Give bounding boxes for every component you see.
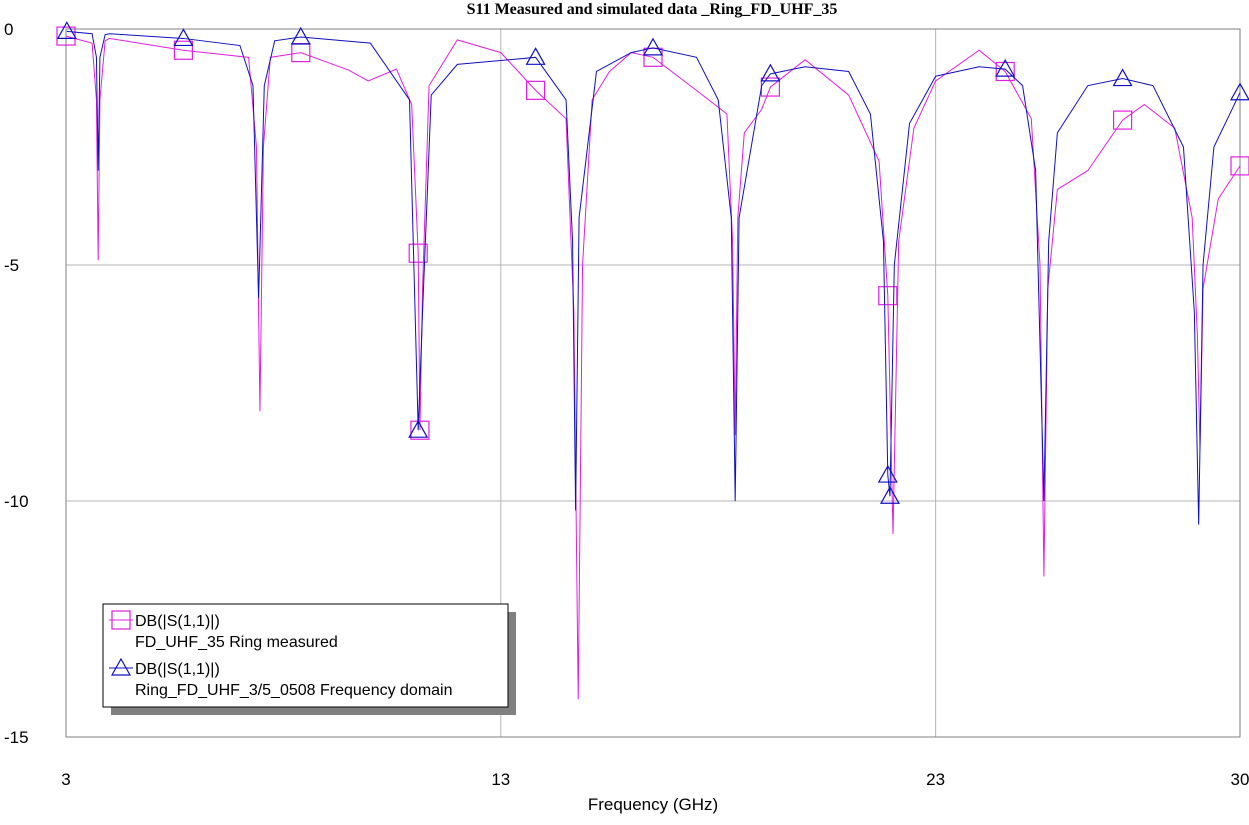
data-marker [878,286,898,306]
data-marker [525,80,546,100]
data-marker [995,61,1015,82]
data-marker [173,28,194,47]
x-tick-label: 3 [61,770,70,789]
data-marker [1112,110,1133,130]
data-marker [995,58,1016,77]
legend-marker [110,657,132,676]
series-line [65,35,1241,700]
data-marker [879,486,900,504]
legend-name: DB(|S(1,1)|) [135,613,220,630]
data-marker [1112,68,1133,87]
x-tick-label: 13 [491,770,510,789]
data-marker [56,21,77,39]
legend: DB(|S(1,1)|) FD_UHF_35 Ring measured DB(|S… [102,603,516,715]
data-marker [290,26,311,45]
data-marker [760,63,781,82]
data-marker [173,40,193,60]
data-marker [1229,82,1249,101]
data-marker [410,420,430,440]
data-marker [525,47,546,65]
x-axis-label: Frequency (GHz) [588,795,718,814]
y-tick-label: 0 [4,20,13,39]
data-marker [642,37,664,56]
data-marker [1230,156,1249,176]
x-tick-label: 30 [1231,770,1249,789]
data-marker [408,419,429,438]
y-tick-label: -15 [4,728,29,747]
data-marker [877,464,898,483]
legend-marker [111,610,131,630]
y-tick-label: -10 [4,492,29,511]
legend-source: FD_UHF_35 Ring measured [135,634,338,651]
chart-title: S11 Measured and simulated data _Ring_FD… [467,1,838,18]
y-tick-label: -5 [4,256,19,275]
legend-box [102,603,509,708]
data-marker [408,243,428,263]
series-line [66,30,1241,525]
legend-source: Ring_FD_UHF_3/5_0508 Frequency domain [135,682,453,699]
legend-name: DB(|S(1,1)|) [135,661,220,678]
plot-frame [65,28,1241,738]
x-tick-label: 23 [926,770,945,789]
